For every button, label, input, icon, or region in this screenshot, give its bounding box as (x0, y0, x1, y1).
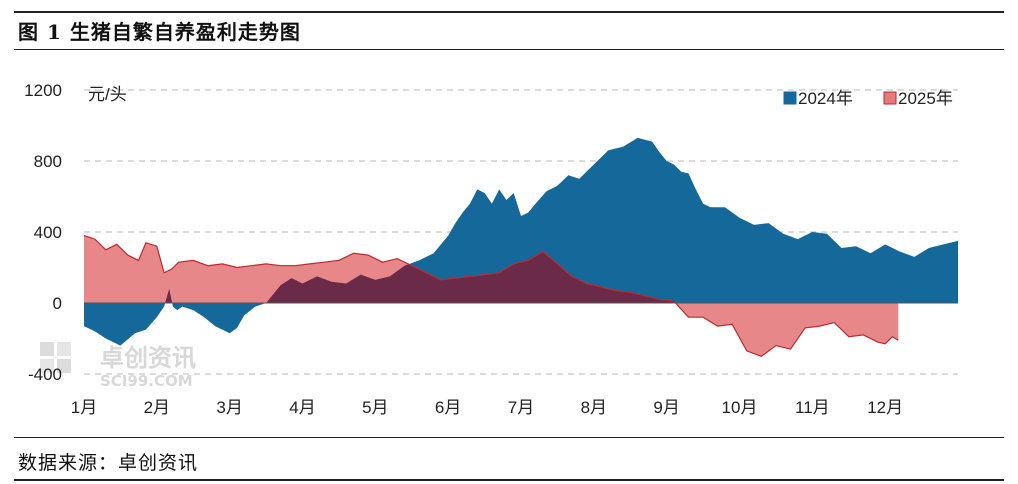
watermark-logo: 卓创资讯 SCI99.COM (40, 342, 196, 390)
watermark-cn: 卓创资讯 (100, 344, 196, 372)
legend-label: 2025年 (898, 89, 953, 108)
grid-lines: -400 0 400 800 1200 (24, 81, 958, 384)
title-top-rule (14, 11, 1004, 13)
y-tick-label: 1200 (24, 81, 62, 100)
x-tick-label: 3月 (216, 398, 242, 417)
series-areas (83, 137, 958, 357)
legend-swatch (783, 91, 797, 105)
series-outline-2025 (83, 235, 899, 357)
x-tick-label: 6月 (435, 398, 461, 417)
x-tick-label: 11月 (795, 398, 830, 417)
y-tick-label: -400 (28, 365, 62, 384)
chart-title: 图 1 生猪自繁自养盈利走势图 (18, 20, 301, 44)
footer-bottom-rule (14, 479, 1004, 481)
legend: 2024年 2025年 (783, 89, 953, 108)
y-tick-label: 0 (53, 294, 62, 313)
x-tick-label: 9月 (653, 398, 679, 417)
x-tick-label: 12月 (867, 398, 903, 417)
x-tick-label: 1月 (71, 398, 97, 417)
x-tick-label: 7月 (508, 398, 534, 417)
x-tick-label: 2月 (144, 398, 170, 417)
watermark-en: SCI99.COM (100, 372, 193, 390)
data-source: 数据来源：卓创资讯 (18, 452, 199, 474)
y-unit-label: 元/头 (88, 85, 127, 104)
legend-swatch (883, 91, 897, 105)
x-tick-label: 4月 (289, 398, 315, 417)
x-tick-label: 8月 (581, 398, 607, 417)
title-bottom-rule (14, 49, 1004, 50)
x-tick-label: 5月 (362, 398, 388, 417)
x-tick-label: 10月 (722, 398, 758, 417)
axes: 1月 2月 3月 4月 5月 6月 7月 8月 9月 10月 11月 12月 (71, 302, 958, 417)
y-tick-label: 800 (34, 152, 62, 171)
legend-label: 2024年 (798, 89, 853, 108)
footer-rule (14, 437, 1004, 438)
y-tick-label: 400 (34, 223, 62, 242)
